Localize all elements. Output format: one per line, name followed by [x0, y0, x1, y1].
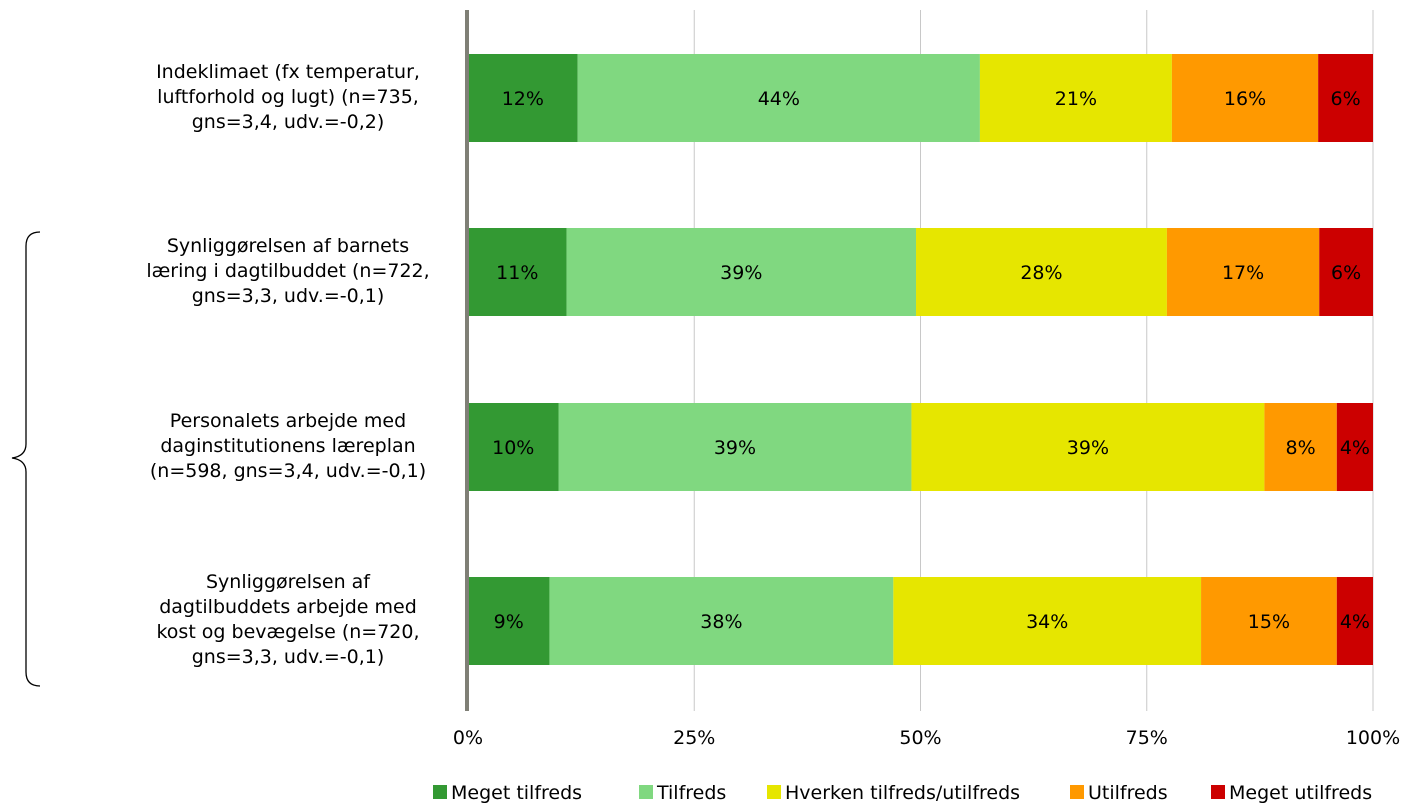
legend-item: Tilfreds — [639, 781, 726, 806]
category-label-line: dagtilbuddets arbejde med — [159, 596, 417, 618]
legend-label: Meget utilfreds — [1229, 782, 1373, 804]
x-tick-label: 25% — [673, 727, 716, 749]
x-tick-label: 100% — [1345, 727, 1401, 749]
data-label: 11% — [496, 262, 538, 284]
bar-segment — [558, 403, 912, 491]
x-tick-label: 0% — [452, 727, 484, 749]
data-label: 6% — [1330, 88, 1360, 110]
data-label: 17% — [1222, 262, 1264, 284]
bar-segment — [468, 577, 550, 665]
bar-segment — [1171, 54, 1319, 142]
data-label: 16% — [1224, 88, 1266, 110]
bar-segment — [1336, 577, 1373, 665]
legend-label: Tilfreds — [657, 782, 727, 804]
data-label: 6% — [1331, 262, 1361, 284]
data-label: 15% — [1248, 611, 1290, 633]
bar-segment — [468, 403, 559, 491]
data-label: 21% — [1055, 88, 1097, 110]
category-label-line: Synliggørelsen af barnets — [166, 234, 410, 257]
bar-segment — [893, 577, 1202, 665]
x-tick-label: 50% — [899, 727, 942, 749]
bar-segment — [1264, 403, 1337, 491]
bar-segment — [1319, 228, 1373, 316]
legend-item: Meget tilfreds — [433, 781, 582, 806]
category-label-line: kost og bevægelse (n=720, — [156, 621, 420, 643]
bar-segment — [1318, 54, 1373, 142]
category-label-line: (n=598, gns=3,4, udv.=-0,1) — [149, 459, 427, 482]
bar-segment — [1201, 577, 1337, 665]
bar-segment — [1166, 228, 1320, 316]
legend-swatch — [433, 785, 447, 799]
category-label-line: Personalets arbejde med — [169, 409, 407, 432]
data-label: 44% — [758, 88, 800, 110]
bar-segment — [1336, 403, 1373, 491]
legend-item: Hverken tilfreds/utilfreds — [767, 781, 1020, 806]
bar-segment — [911, 403, 1265, 491]
bar-segment — [577, 54, 980, 142]
legend-swatch — [1070, 785, 1084, 799]
data-label: 4% — [1340, 611, 1370, 633]
category-label-line: luftforhold og lugt) (n=735, — [157, 85, 419, 108]
legend-item: Utilfreds — [1070, 781, 1168, 806]
bars: 12% 44% 21% 16% 6% 11% 39% 28% 17% 6% 10% 39% 39% 8% 4… — [468, 54, 1373, 665]
category-label-line: gns=3,3, udv.=-0,1) — [191, 646, 385, 668]
legend-swatch — [767, 785, 781, 799]
bar-segment — [979, 54, 1172, 142]
category-label-line: gns=3,4, udv.=-0,2) — [191, 110, 385, 133]
legend: Meget tilfreds Tilfreds Hverken tilfreds/u… — [0, 781, 1404, 806]
category-label: Synliggørelsen af dagtilbuddets arbejde m… — [123, 570, 453, 670]
bar-segment — [468, 54, 578, 142]
data-label: 34% — [1026, 611, 1068, 633]
data-label: 4% — [1340, 437, 1370, 459]
data-label: 39% — [714, 437, 756, 459]
legend-label: Meget tilfreds — [451, 782, 583, 804]
legend-label: Hverken tilfreds/utilfreds — [785, 782, 1021, 804]
data-label: 28% — [1020, 262, 1062, 284]
data-label: 12% — [502, 88, 544, 110]
bar-segment — [916, 228, 1167, 316]
x-tick-label: 75% — [1125, 727, 1168, 749]
legend-item: Meget utilfreds — [1211, 781, 1372, 806]
legend-swatch — [639, 785, 653, 799]
bar-segment — [566, 228, 917, 316]
data-label: 8% — [1286, 437, 1316, 459]
legend-label: Utilfreds — [1088, 782, 1168, 804]
group-brace — [11, 231, 41, 687]
category-label: Personalets arbejde med daginstitutionens… — [123, 409, 453, 484]
data-label: 10% — [492, 437, 534, 459]
data-label: 38% — [700, 611, 742, 633]
legend-swatch — [1211, 785, 1225, 799]
category-label-line: daginstitutionens læreplan — [160, 434, 416, 457]
bar-segment — [468, 228, 567, 316]
category-label-line: gns=3,3, udv.=-0,1) — [191, 284, 385, 307]
category-label: Synliggørelsen af barnets læring i dagtil… — [123, 234, 453, 309]
bar-segment — [549, 577, 894, 665]
data-label: 39% — [720, 262, 762, 284]
data-label: 39% — [1067, 437, 1109, 459]
category-label-line: Synliggørelsen af — [205, 571, 370, 593]
category-label-line: læring i dagtilbuddet (n=722, — [146, 259, 430, 282]
data-label: 9% — [494, 611, 524, 633]
category-label: Indeklimaet (fx temperatur, luftforhold o… — [123, 60, 453, 135]
category-label-line: Indeklimaet (fx temperatur, — [156, 60, 420, 83]
